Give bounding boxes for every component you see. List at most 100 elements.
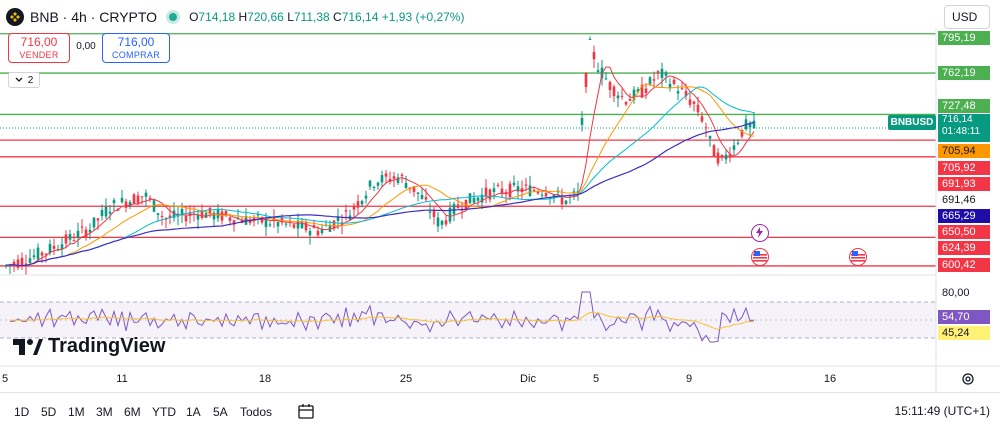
- candle-body: [612, 86, 616, 97]
- candle-body: [652, 79, 656, 81]
- candle-body: [200, 210, 204, 219]
- candle-body: [264, 218, 268, 228]
- candle-body: [276, 222, 280, 227]
- close-value: 716,14: [341, 10, 379, 24]
- candle-body: [28, 258, 32, 263]
- candle-body: [88, 229, 92, 233]
- rsi-signal-line: [9, 311, 755, 331]
- candle-body: [296, 220, 300, 229]
- candle-body: [92, 217, 96, 228]
- candle-body: [724, 154, 728, 160]
- level-label: 705,92: [938, 161, 990, 175]
- candle-body: [616, 95, 620, 99]
- candle-body: [44, 253, 48, 255]
- current-price-label: 716,14 01:48:11: [938, 114, 990, 142]
- candle-body: [344, 210, 348, 212]
- high-value: 720,66: [247, 10, 284, 24]
- clock-timezone[interactable]: 15:11:49 (UTC+1): [894, 404, 991, 418]
- range-all[interactable]: Todos: [240, 405, 273, 419]
- candle-body: [336, 217, 340, 221]
- indicator-count: 2: [27, 74, 34, 86]
- candle-body: [232, 220, 236, 225]
- candle-body: [528, 185, 532, 196]
- candle-body: [508, 183, 512, 198]
- candle-body: [76, 230, 80, 238]
- range-1m[interactable]: 1M: [68, 405, 85, 419]
- candle-body: [4, 265, 8, 267]
- candle-body: [596, 70, 600, 72]
- calendar-range-icon[interactable]: [297, 402, 315, 420]
- gear-icon[interactable]: [961, 372, 975, 386]
- us-flag-event-icon[interactable]: [849, 248, 867, 266]
- currency-label: USD: [952, 10, 978, 24]
- us-flag-event-icon[interactable]: [751, 248, 769, 266]
- candle-body: [664, 72, 668, 76]
- candle-body: [68, 234, 72, 240]
- indicators-collapse-button[interactable]: 2: [8, 72, 40, 88]
- bar-countdown: 01:48:11: [942, 126, 981, 137]
- candle-body: [620, 95, 624, 97]
- candle-body: [584, 73, 588, 88]
- candle-body: [632, 89, 636, 100]
- candle-body: [740, 129, 744, 137]
- candle-body: [356, 201, 360, 208]
- candle-body: [400, 174, 404, 177]
- ma-label: 665,29: [938, 209, 990, 223]
- candle-body: [624, 102, 628, 105]
- candle-body: [568, 196, 572, 198]
- candle-body: [428, 211, 432, 213]
- candle-body: [128, 202, 132, 207]
- range-5a[interactable]: 5A: [213, 405, 228, 419]
- ma-slow-line: [5, 121, 755, 267]
- candle-body: [720, 155, 724, 158]
- candle-body: [700, 116, 704, 122]
- candle-body: [692, 101, 696, 104]
- candle-body: [364, 195, 368, 199]
- candle-body: [656, 71, 660, 73]
- range-3m[interactable]: 3M: [96, 405, 113, 419]
- currency-select[interactable]: USD: [944, 5, 990, 29]
- candle-body: [564, 200, 568, 205]
- candle-body: [560, 197, 564, 205]
- candle-body: [252, 217, 256, 221]
- range-1a[interactable]: 1A: [186, 405, 201, 419]
- candle-body: [372, 186, 376, 188]
- time-axis-label: 16: [823, 373, 837, 385]
- close-label: C: [333, 10, 342, 24]
- ma-medium-line: [5, 83, 755, 266]
- candle-body: [380, 175, 384, 183]
- tradingview-watermark[interactable]: TradingView: [13, 335, 165, 358]
- candle-body: [488, 189, 492, 200]
- candle-body: [80, 226, 84, 228]
- candle-body: [712, 145, 716, 157]
- candle-body: [696, 104, 700, 113]
- sell-button[interactable]: 716,00 VENDER: [8, 33, 70, 63]
- candle-body: [316, 230, 320, 236]
- bottom-toolbar: 1D 5D 1M 3M 6M YTD 1A 5A Todos: [0, 392, 1000, 430]
- low-value: 711,38: [293, 10, 330, 24]
- range-1d[interactable]: 1D: [14, 405, 30, 419]
- candle-body: [172, 210, 176, 218]
- symbol-title[interactable]: BNB · 4h · CRYPTO: [30, 9, 158, 25]
- range-5d[interactable]: 5D: [41, 405, 57, 419]
- candle-body: [148, 197, 152, 199]
- candle-body: [280, 217, 284, 223]
- candle-body: [444, 220, 448, 225]
- candle-body: [684, 91, 688, 97]
- candle-body: [36, 247, 40, 260]
- candle-body: [20, 257, 24, 266]
- lightning-event-icon[interactable]: [751, 224, 769, 242]
- sell-label: VENDER: [19, 50, 59, 60]
- candle-body: [220, 211, 224, 221]
- candle-body: [352, 205, 356, 210]
- candle-body: [736, 142, 740, 144]
- range-6m[interactable]: 6M: [124, 405, 141, 419]
- candle-body: [72, 240, 76, 242]
- candle-body: [320, 229, 324, 234]
- rsi-line: [9, 291, 755, 343]
- watermark-text: TradingView: [48, 335, 166, 357]
- range-ytd[interactable]: YTD: [152, 405, 176, 419]
- buy-button[interactable]: 716,00 COMPRAR: [102, 33, 170, 63]
